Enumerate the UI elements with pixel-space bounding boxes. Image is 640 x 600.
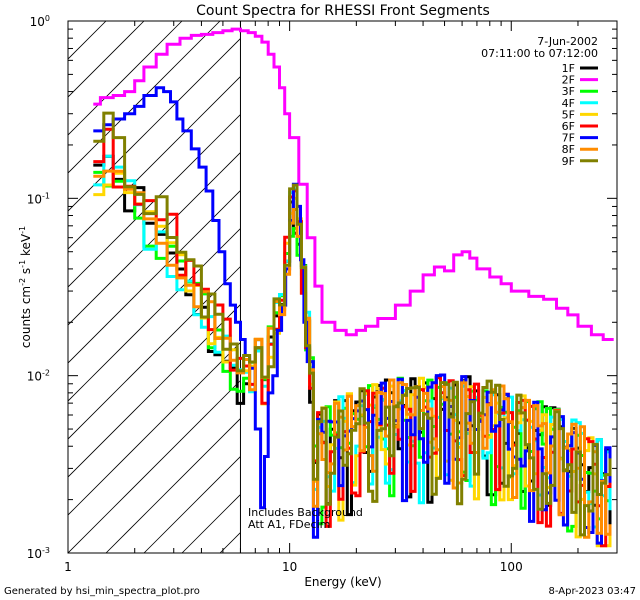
date-label: 7-Jun-2002 [537,35,598,48]
legend-label-4f: 4F [562,97,575,110]
series-2f-line [93,27,614,341]
hatch-line [68,21,259,212]
hatch-line [68,21,183,136]
footer-timestamp: 8-Apr-2023 03:47 [549,586,636,597]
time-range-label: 07:11:00 to 07:12:00 [481,47,598,60]
legend-label-3f: 3F [562,85,575,98]
x-tick-label: 10 [282,560,297,574]
legend-label-8f: 8F [562,143,575,156]
series-9f-line [93,111,612,537]
y-tick-label: 10-1 [27,191,50,206]
plot-frame [67,20,618,554]
footer-generated-by: Generated by hsi_min_spectra_plot.pro [4,586,200,597]
y-axis-label: counts cm-2 s-1 keV-1 [18,226,33,348]
legend-label-5f: 5F [562,108,575,121]
legend-label-9f: 9F [562,155,575,168]
y-tick-label: 10-3 [27,546,50,561]
y-tick-label: 100 [30,14,50,29]
legend-label-2f: 2F [562,74,575,87]
hatch-line [68,21,221,174]
y-tick-label: 10-2 [27,369,50,384]
hatch-line [68,21,297,250]
annotation-attenuator: Att A1, FDecim [248,518,330,531]
x-axis-label: Energy (keV) [304,575,381,589]
chart-title: Count Spectra for RHESSI Front Segments [196,3,490,19]
legend-label-7f: 7F [562,132,575,145]
legend-label-1f: 1F [562,62,575,75]
annotation-background: Includes Background [248,506,363,519]
x-tick-label: 1 [64,560,72,574]
x-tick-label: 100 [500,560,523,574]
series-layer [93,27,614,548]
legend-label-6f: 6F [562,120,575,133]
